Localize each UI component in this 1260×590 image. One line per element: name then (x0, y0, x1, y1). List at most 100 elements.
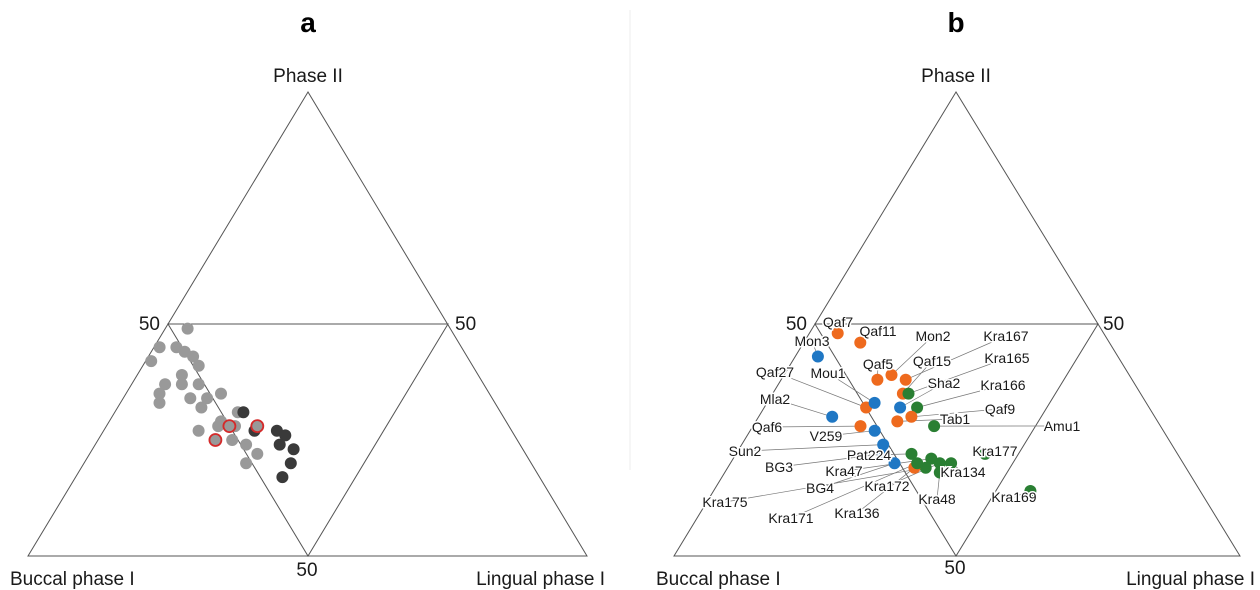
data-point-a-10 (192, 378, 205, 391)
data-point-mou1 (868, 396, 881, 409)
leader-line-sha2 (899, 382, 945, 408)
leader-line-kra136 (856, 467, 915, 514)
data-point-mon3 (811, 350, 824, 363)
data-point-a-30 (273, 438, 286, 451)
tick-label-right-b: 50 (1103, 314, 1124, 335)
data-point-qaf5 (871, 373, 884, 386)
data-point-amu1 (928, 420, 941, 433)
data-point-a-9 (175, 378, 188, 391)
point-label-bg3: BG3 (765, 459, 793, 475)
data-point-tab1 (891, 415, 904, 428)
panel-letter-a: a (300, 7, 316, 38)
point-label-kra169: Kra169 (991, 489, 1036, 505)
data-point-a-14 (215, 387, 227, 400)
data-point-a-35 (250, 419, 265, 434)
data-point-a-21 (226, 434, 239, 446)
panel-letter-b: b (947, 7, 964, 38)
leader-line-kra165 (908, 357, 1008, 394)
point-label-qaf5: Qaf5 (863, 356, 894, 372)
data-point-a-1 (153, 341, 166, 354)
inner-triangle-b (814, 323, 1099, 557)
point-label-kra167: Kra167 (983, 328, 1028, 344)
tick-label-left-b: 50 (786, 314, 807, 335)
ternary-plot-b: b Phase II Buccal phase I Lingual phase … (656, 7, 1255, 590)
point-label-qaf9: Qaf9 (985, 401, 1016, 417)
point-label-qaf27: Qaf27 (756, 364, 794, 380)
data-point-kra169 (1024, 485, 1037, 497)
leader-line-qaf9 (911, 408, 1001, 418)
data-point-a-20 (192, 424, 205, 437)
leader-line-kra175 (724, 467, 926, 503)
tick-label-bottom-a: 50 (296, 560, 317, 581)
data-point-kra48 (933, 466, 946, 479)
data-point-qaf9 (905, 410, 918, 423)
point-label-amu1: Amu1 (1044, 418, 1081, 434)
data-point-a-36 (208, 433, 223, 447)
data-point-v259 (868, 424, 881, 437)
data-point-a-22 (240, 438, 253, 451)
point-label-bg4: BG4 (806, 480, 834, 496)
point-label-sun2: Sun2 (729, 443, 762, 459)
leader-line-kra167 (905, 335, 1007, 381)
data-point-sha2 (894, 401, 907, 414)
data-points-a (145, 322, 300, 484)
point-label-qaf15: Qaf15 (913, 353, 951, 369)
leader-lines-b (724, 321, 1063, 519)
data-point-a-11 (153, 387, 166, 400)
data-point-kra134 (945, 457, 958, 470)
point-label-kra134: Kra134 (940, 464, 985, 480)
vertex-label-top-b: Phase II (921, 66, 991, 87)
point-label-tab1: Tab1 (940, 411, 971, 427)
data-point-qaf6 (854, 420, 867, 433)
point-labels-b: Qaf7 Qaf11 Mon3 Mon2 Kra167 Qaf5 Qaf15 Kra165 Qa… (701, 313, 1082, 528)
vertex-label-top-a: Phase II (273, 66, 343, 87)
vertex-label-left-b: Buccal phase I (656, 569, 781, 590)
point-label-qaf11: Qaf11 (859, 323, 896, 339)
point-label-kra171: Kra171 (768, 510, 813, 526)
leader-line-mou1 (827, 372, 875, 404)
point-label-mou1: Mou1 (810, 365, 845, 381)
vertex-label-right-a: Lingual phase I (476, 569, 605, 590)
point-label-sha2: Sha2 (928, 375, 961, 391)
leader-line-v259 (825, 430, 875, 437)
data-point-a-33 (276, 471, 289, 484)
point-label-kra136: Kra136 (834, 505, 879, 521)
data-point-a-32 (284, 457, 297, 470)
point-label-mon2: Mon2 (915, 328, 950, 344)
leader-line-tab1 (897, 418, 956, 422)
point-label-kra47: Kra47 (825, 463, 863, 479)
leader-line-mla2 (774, 398, 833, 418)
point-label-kra172: Kra172 (864, 478, 909, 494)
point-label-v259: V259 (810, 428, 843, 444)
data-point-kra166 (911, 401, 924, 414)
data-point-a-6 (192, 359, 205, 372)
data-point-qaf7 (831, 327, 844, 340)
tick-label-right-a: 50 (455, 314, 476, 335)
data-point-kra171 (911, 457, 924, 470)
data-point-a-0 (181, 322, 194, 335)
point-label-qaf6: Qaf6 (752, 419, 783, 435)
data-points-b (811, 327, 1037, 497)
data-point-sun2 (877, 438, 890, 451)
data-point-kra167 (899, 373, 912, 386)
point-label-kra165: Kra165 (984, 350, 1029, 366)
data-point-a-23 (240, 457, 253, 470)
point-label-mon3: Mon3 (794, 333, 829, 349)
data-point-a-5 (145, 355, 158, 368)
data-point-a-25 (212, 420, 225, 433)
data-point-a-4 (187, 350, 200, 363)
data-point-a-16 (195, 401, 208, 414)
data-point-a-15 (153, 396, 166, 409)
data-point-a-8 (159, 378, 172, 391)
data-point-qaf11 (854, 336, 867, 349)
leader-line-kra171 (790, 462, 918, 519)
ternary-plot-a: a Phase II Buccal phase I Lingual phase … (10, 7, 605, 590)
data-point-a-34 (222, 419, 237, 434)
leader-line-bg3 (778, 453, 884, 468)
point-label-qaf7: Qaf7 (823, 314, 854, 330)
data-point-bg4 (888, 457, 901, 470)
point-label-kra166: Kra166 (980, 377, 1025, 393)
leader-line-qaf6 (766, 425, 861, 428)
data-point-pat224 (905, 447, 918, 460)
